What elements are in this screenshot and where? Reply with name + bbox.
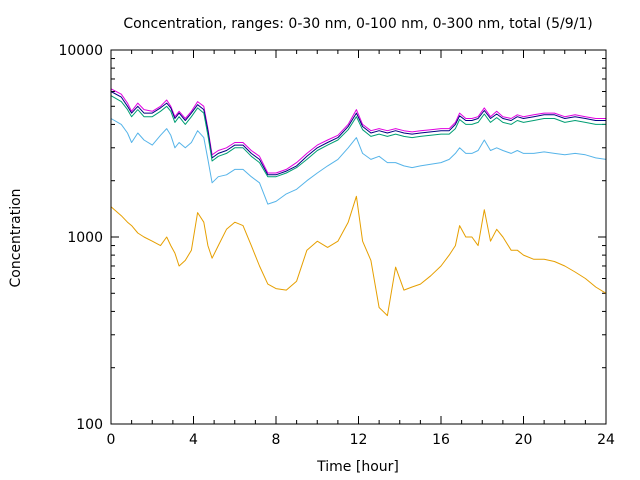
- y-tick-label: 100: [76, 417, 103, 433]
- x-tick-label: 8: [272, 432, 281, 448]
- x-tick-label: 24: [597, 432, 615, 448]
- series-line-2: [110, 91, 606, 176]
- x-tick-label: 0: [107, 432, 116, 448]
- series-line-1: [110, 88, 606, 174]
- x-tick-label: 16: [432, 432, 450, 448]
- chart-title: Concentration, ranges: 0-30 nm, 0-100 nm…: [123, 16, 592, 32]
- x-tick-label: 4: [189, 432, 198, 448]
- y-axis-label: Concentration: [8, 188, 24, 287]
- y-tick-label: 1000: [67, 230, 103, 246]
- plot-frame: [110, 49, 607, 425]
- x-axis-label: Time [hour]: [316, 459, 399, 475]
- x-tick-label: 20: [515, 432, 533, 448]
- series-line-5: [110, 195, 607, 317]
- series-line-4: [110, 118, 607, 205]
- series-line-3: [110, 95, 606, 178]
- y-tick-label: 10000: [58, 43, 103, 59]
- tick-group: 0 4 8 12 16 20 24 100 1000 10000: [58, 43, 615, 448]
- series-group: [110, 88, 607, 317]
- x-tick-label: 12: [350, 432, 368, 448]
